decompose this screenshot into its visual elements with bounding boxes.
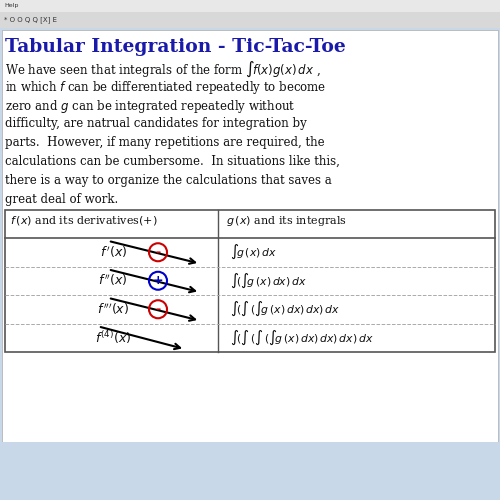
Bar xyxy=(2,30,498,442)
Text: -: - xyxy=(156,246,160,259)
Text: Help: Help xyxy=(4,4,18,8)
Bar xyxy=(0,442,500,500)
Text: -: - xyxy=(156,302,160,316)
Bar xyxy=(5,210,495,352)
Text: Tabular Integration - Tic-Tac-Toe: Tabular Integration - Tic-Tac-Toe xyxy=(5,38,346,56)
Text: in which $f$ can be differentiated repeatedly to become: in which $f$ can be differentiated repea… xyxy=(5,79,326,96)
Text: great deal of work.: great deal of work. xyxy=(5,193,118,206)
Text: $f\,''(x)$: $f\,''(x)$ xyxy=(98,273,128,288)
Text: * O O Q Q [X] E: * O O Q Q [X] E xyxy=(4,16,57,24)
Bar xyxy=(0,0,500,12)
Text: We have seen that integrals of the form $\int\! f(x)g(x)\,dx$ ,: We have seen that integrals of the form … xyxy=(5,60,320,80)
Text: $f\,(x)$ and its derivatives$(+)$: $f\,(x)$ and its derivatives$(+)$ xyxy=(10,214,158,227)
Text: $\int\!(\int\! g\,(x)\,dx)\,dx$: $\int\!(\int\! g\,(x)\,dx)\,dx$ xyxy=(230,272,307,290)
Text: difficulty, are natrual candidates for integration by: difficulty, are natrual candidates for i… xyxy=(5,117,307,130)
Text: $f\,'(x)$: $f\,'(x)$ xyxy=(100,244,127,260)
Text: $g\,(x)$ and its integrals: $g\,(x)$ and its integrals xyxy=(226,214,347,228)
Text: $\int\!(\int\,(\int\! g\,(x)\,dx)\,dx)\,dx$: $\int\!(\int\,(\int\! g\,(x)\,dx)\,dx)\,… xyxy=(230,300,340,318)
Text: $\int\! g\,(x)\,dx$: $\int\! g\,(x)\,dx$ xyxy=(230,243,277,262)
Text: calculations can be cumbersome.  In situations like this,: calculations can be cumbersome. In situa… xyxy=(5,155,340,168)
Text: there is a way to organize the calculations that saves a: there is a way to organize the calculati… xyxy=(5,174,332,187)
Text: parts.  However, if many repetitions are required, the: parts. However, if many repetitions are … xyxy=(5,136,324,149)
Text: zero and $g$ can be integrated repeatedly without: zero and $g$ can be integrated repeatedl… xyxy=(5,98,296,115)
Text: $f\,'''(x)$: $f\,'''(x)$ xyxy=(98,302,130,317)
Text: $\int\!(\int\,(\int\,(\int\! g\,(x)\,dx)\,dx)\,dx)\,dx$: $\int\!(\int\,(\int\,(\int\! g\,(x)\,dx)… xyxy=(230,328,374,347)
Text: $f^{(4)}(x)$: $f^{(4)}(x)$ xyxy=(95,330,132,346)
Text: +: + xyxy=(152,274,164,287)
Bar xyxy=(0,12,500,28)
